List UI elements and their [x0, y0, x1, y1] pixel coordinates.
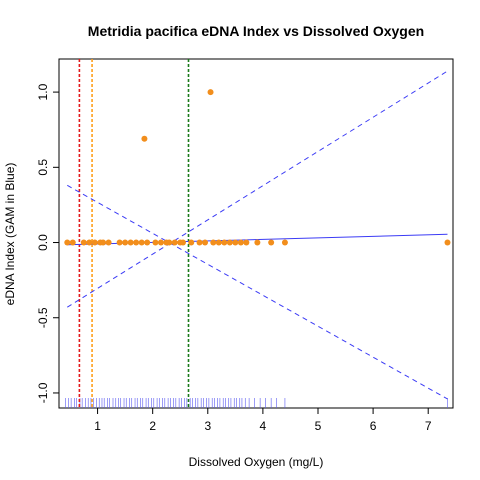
data-point-21	[179, 239, 186, 246]
y-tick-label-4: 1.0	[36, 83, 50, 100]
data-point-12	[138, 239, 145, 246]
x-axis-label: Dissolved Oxygen (mg/L)	[189, 455, 324, 469]
y-axis: -1.0 -0.5 0.0 0.5 1.0	[36, 83, 59, 403]
data-point-3	[86, 239, 93, 246]
data-point-22	[188, 239, 195, 246]
data-point-1	[69, 239, 76, 246]
y-tick-label-0: -1.0	[36, 382, 50, 403]
x-tick-label-2: 3	[204, 419, 211, 433]
data-point-30	[232, 239, 239, 246]
data-point-0	[64, 239, 71, 246]
data-point-2	[80, 239, 87, 246]
x-axis: 1 2 3 4 5 6 7	[94, 408, 432, 433]
data-point-36	[444, 239, 451, 246]
data-point-19	[171, 239, 178, 246]
x-tick-label-0: 1	[94, 419, 101, 433]
data-point-23	[196, 239, 203, 246]
data-point-14	[144, 239, 151, 246]
chart-title: Metridia pacifica eDNA Index vs Dissolve…	[88, 23, 424, 39]
data-point-11	[133, 239, 140, 246]
data-point-7	[105, 239, 112, 246]
y-tick-label-2: 0.0	[36, 234, 50, 251]
data-point-25	[207, 89, 214, 96]
data-point-26	[210, 239, 217, 246]
x-tick-label-4: 5	[315, 419, 322, 433]
data-point-34	[268, 239, 275, 246]
y-axis-label: eDNA Index (GAM in Blue)	[3, 163, 17, 306]
plot-layer	[64, 59, 451, 408]
x-tick-label-3: 4	[260, 419, 267, 433]
data-point-15	[152, 239, 159, 246]
data-point-16	[157, 239, 164, 246]
data-point-18	[166, 239, 173, 246]
x-tick-label-1: 2	[149, 419, 156, 433]
gam-ci-upper-line	[67, 70, 448, 308]
data-point-4	[91, 239, 98, 246]
y-tick-label-1: -0.5	[36, 307, 50, 328]
data-point-29	[226, 239, 233, 246]
data-point-9	[122, 239, 129, 246]
data-point-35	[281, 239, 288, 246]
data-point-10	[127, 239, 134, 246]
data-point-8	[116, 239, 123, 246]
data-point-27	[215, 239, 222, 246]
x-tick-label-6: 7	[425, 419, 432, 433]
gam-ci-lower-line	[67, 184, 448, 400]
plot-frame	[58, 58, 454, 409]
data-point-13	[141, 135, 148, 142]
data-point-24	[202, 239, 209, 246]
data-point-31	[237, 239, 244, 246]
data-point-32	[243, 239, 250, 246]
data-point-28	[221, 239, 228, 246]
data-point-6	[100, 239, 107, 246]
x-tick-label-5: 6	[370, 419, 377, 433]
data-point-33	[254, 239, 261, 246]
y-tick-label-3: 0.5	[36, 159, 50, 176]
